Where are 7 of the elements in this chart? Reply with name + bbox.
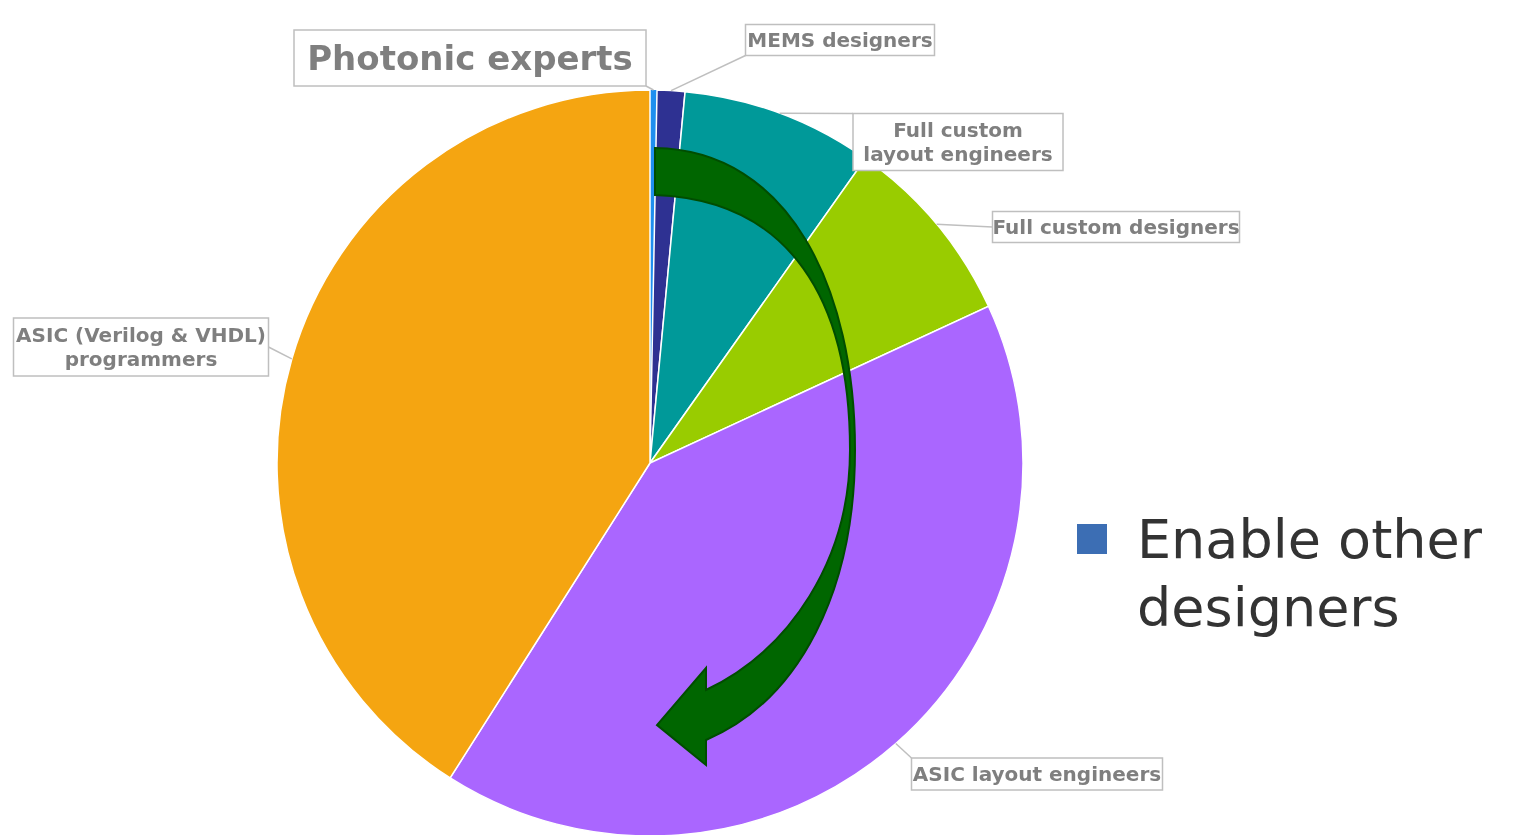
slice-label: Photonic experts — [307, 38, 633, 78]
slice-label: Full custom designers — [992, 215, 1240, 239]
text: Enable other designers — [1137, 508, 1483, 639]
slice-label: ASIC (Verilog & VHDL) programmers — [16, 323, 266, 371]
slice-label: ASIC layout engineers — [912, 762, 1162, 786]
slice-label: MEMS designers — [747, 28, 933, 52]
slice-label: Full custom layout engineers — [863, 118, 1053, 166]
